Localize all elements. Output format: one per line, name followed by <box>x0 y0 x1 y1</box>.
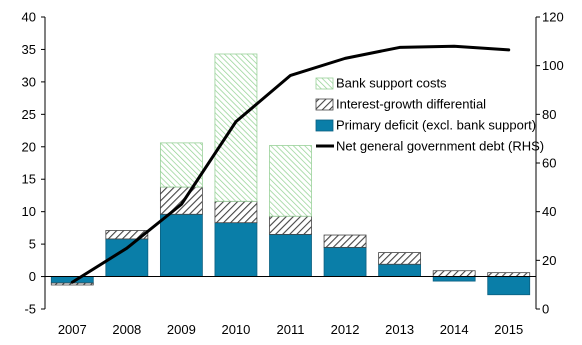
bar-2014-series-0 <box>433 277 475 282</box>
legend-label: Interest-growth differential <box>336 97 486 112</box>
x-tick-label: 2009 <box>167 322 196 337</box>
x-tick-label: 2013 <box>385 322 414 337</box>
bar-2010-series-2 <box>215 54 257 201</box>
left-tick-label: 20 <box>22 139 36 154</box>
left-tick-label: 25 <box>22 107 36 122</box>
left-tick-label: 35 <box>22 42 36 57</box>
bar-2010-series-1 <box>215 201 257 222</box>
bar-2013-series-0 <box>379 264 421 276</box>
bar-2009-series-0 <box>160 214 202 276</box>
x-tick-label: 2014 <box>440 322 469 337</box>
bar-2015-series-1 <box>488 273 530 277</box>
bars-layer <box>51 54 529 295</box>
left-tick-label: 10 <box>22 204 36 219</box>
legend-label: Net general government debt (RHS) <box>336 139 544 154</box>
legend-label: Primary deficit (excl. bank support) <box>336 118 536 133</box>
right-tick-label: 100 <box>542 58 564 73</box>
legend: Bank support costs Interest-growth differ… <box>316 76 544 154</box>
bar-2010-series-0 <box>215 223 257 277</box>
bar-2011-series-1 <box>270 216 312 234</box>
bar-2015-series-0 <box>488 277 530 295</box>
x-tick-label: 2007 <box>58 322 87 337</box>
right-tick-label: 40 <box>542 204 556 219</box>
bar-2009-series-1 <box>160 187 202 214</box>
bar-2013-series-1 <box>379 253 421 265</box>
bar-2012-series-0 <box>324 247 366 276</box>
x-tick-label: 2015 <box>494 322 523 337</box>
right-tick-label: 60 <box>542 156 556 171</box>
right-tick-label: 120 <box>542 10 564 25</box>
left-tick-label: 30 <box>22 74 36 89</box>
legend-swatch <box>316 99 333 110</box>
x-tick-label: 2008 <box>112 322 141 337</box>
right-tick-label: 0 <box>542 302 549 317</box>
left-tick-label: -5 <box>24 302 36 317</box>
left-tick-label: 5 <box>29 237 36 252</box>
x-tick-label: 2012 <box>331 322 360 337</box>
x-tick-label: 2011 <box>277 322 305 337</box>
left-tick-label: 40 <box>22 10 36 25</box>
right-tick-label: 80 <box>542 107 556 122</box>
right-tick-label: 20 <box>542 253 556 268</box>
legend-swatch <box>316 120 333 131</box>
bar-2012-series-1 <box>324 235 366 247</box>
bar-2011-series-2 <box>270 145 312 216</box>
bar-2011-series-0 <box>270 234 312 276</box>
left-tick-label: 0 <box>29 269 36 284</box>
legend-swatch <box>316 78 333 89</box>
bar-2014-series-1 <box>433 271 475 277</box>
legend-label: Bank support costs <box>336 76 447 91</box>
x-tick-label: 2010 <box>221 322 250 337</box>
left-tick-label: 15 <box>22 172 36 187</box>
